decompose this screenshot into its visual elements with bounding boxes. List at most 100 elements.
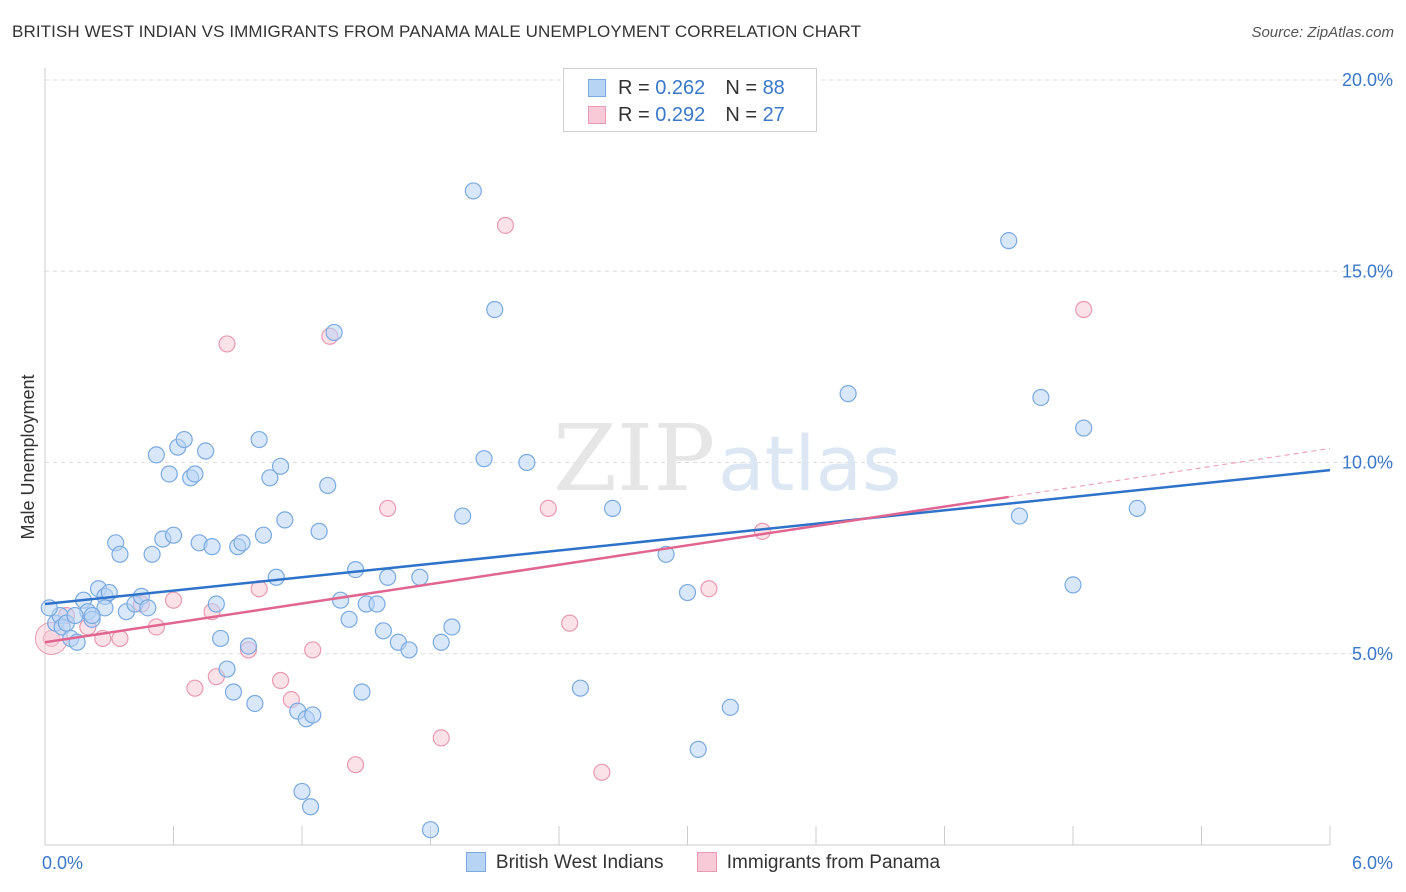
data-point-blue — [212, 629, 230, 648]
data-point-blue — [218, 660, 236, 678]
data-point-blue — [379, 568, 397, 586]
watermark-atlas: atlas — [718, 419, 902, 508]
data-point-pink — [164, 591, 183, 609]
data-point-blue — [267, 568, 285, 586]
data-point-pink — [432, 729, 450, 747]
data-point-blue — [319, 476, 337, 495]
data-point-blue — [721, 698, 739, 716]
y-axis-label: Male Unemployment — [18, 374, 38, 539]
data-point-blue — [368, 595, 386, 613]
data-point-blue — [1128, 499, 1146, 517]
data-point-pink — [346, 756, 365, 774]
data-point-blue — [1075, 419, 1093, 437]
data-point-blue — [111, 545, 129, 563]
data-point-blue — [66, 606, 84, 625]
data-point-blue — [83, 606, 101, 625]
y-tick-label: 15.0% — [1342, 261, 1393, 281]
trend-line-blue — [44, 468, 1331, 606]
data-point-blue — [340, 610, 358, 628]
data-point-pink — [379, 499, 397, 517]
stats-legend: R = 0.262 N = 88 R = 0.292 N = 27 — [563, 68, 817, 132]
series-legend: British West Indians Immigrants from Pan… — [0, 852, 1406, 874]
y-tick-label: 5.0% — [1352, 644, 1393, 664]
data-point-blue — [475, 450, 493, 468]
legend-r-value: 0.292 — [655, 104, 706, 126]
data-point-blue — [254, 526, 273, 544]
legend-r-label: R = — [618, 104, 656, 126]
data-point-blue — [374, 622, 392, 640]
legend-r-label: R = — [618, 77, 656, 99]
legend-label: Immigrants from Panama — [726, 852, 941, 873]
data-point-blue — [304, 706, 322, 724]
legend-row-blue: R = 0.262 N = 88 — [588, 77, 785, 100]
data-point-blue — [239, 637, 258, 655]
data-point-blue — [400, 641, 418, 659]
data-point-blue — [603, 499, 622, 517]
data-point-pink — [304, 641, 322, 659]
data-point-blue — [96, 599, 114, 617]
data-point-blue — [1010, 507, 1029, 525]
trend-line-pink-extension — [1008, 447, 1331, 498]
y-tick-label: 10.0% — [1342, 453, 1393, 473]
legend-item-immigrants-from-panama: Immigrants from Panama — [696, 852, 941, 874]
data-point-blue — [689, 740, 707, 758]
legend-n-label: N = — [725, 104, 763, 126]
data-point-blue — [486, 300, 504, 319]
data-point-blue — [411, 568, 429, 586]
data-point-blue — [353, 683, 371, 701]
data-point-pink — [186, 679, 204, 697]
data-point-blue — [203, 538, 221, 556]
chart-title: BRITISH WEST INDIAN VS IMMIGRANTS FROM P… — [12, 22, 862, 41]
x-tick-label: 0.0% — [42, 853, 83, 873]
data-point-blue — [186, 465, 204, 483]
data-point-blue — [250, 430, 268, 449]
data-point-blue — [1064, 576, 1082, 594]
grid-lines — [45, 79, 1395, 655]
data-point-pink — [218, 335, 236, 353]
data-point-blue — [310, 522, 328, 540]
data-point-blue — [571, 679, 590, 697]
y-tick-label: 20.0% — [1342, 70, 1393, 90]
data-point-pink — [496, 216, 515, 234]
data-point-pink — [271, 671, 290, 690]
data-point-blue — [1032, 388, 1050, 407]
data-point-blue — [1000, 232, 1018, 250]
data-point-blue — [421, 821, 440, 839]
data-point-blue — [432, 633, 450, 651]
x-tick-label: 6.0% — [1352, 853, 1393, 873]
data-point-blue — [276, 511, 294, 529]
legend-n-label: N = — [725, 77, 763, 99]
data-point-pink — [753, 522, 772, 540]
legend-r-value: 0.262 — [655, 77, 706, 99]
legend-swatch-blue — [588, 79, 606, 97]
legend-row-pink: R = 0.292 N = 27 — [588, 104, 785, 127]
watermark-zip: ZIP — [553, 405, 715, 512]
data-point-blue — [293, 782, 311, 801]
data-point-blue — [261, 469, 279, 487]
data-point-blue — [207, 595, 225, 613]
data-point-pink — [561, 614, 579, 632]
data-point-blue — [224, 683, 243, 701]
data-point-blue — [678, 583, 697, 602]
legend-item-british-west-indians: British West Indians — [465, 852, 664, 874]
legend-swatch-blue — [465, 852, 486, 872]
data-point-blue — [325, 323, 343, 342]
data-point-pink — [593, 763, 611, 781]
data-point-pink — [539, 499, 557, 517]
data-point-blue — [464, 182, 482, 200]
data-point-blue — [147, 446, 165, 464]
trend-line-pink — [44, 495, 1009, 644]
data-point-blue — [246, 694, 264, 713]
data-point-blue — [331, 591, 350, 609]
trend-lines — [44, 447, 1331, 644]
data-point-blue — [518, 453, 536, 472]
source-label: Source: ZipAtlas.com — [1251, 24, 1394, 41]
axes — [44, 68, 1331, 846]
data-point-blue — [346, 560, 365, 579]
data-point-blue — [233, 534, 251, 552]
data-point-blue — [839, 385, 857, 403]
data-point-blue — [443, 618, 461, 636]
legend-label: British West Indians — [495, 852, 664, 873]
data-point-blue — [454, 507, 472, 525]
